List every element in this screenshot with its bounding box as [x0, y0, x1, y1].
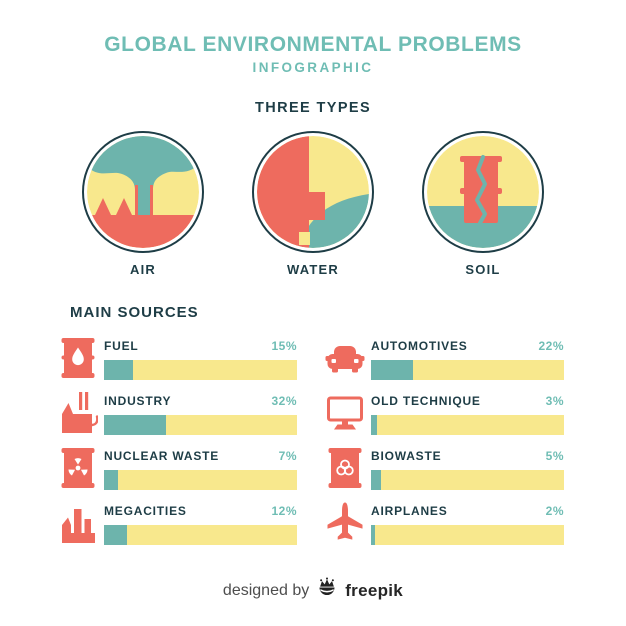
progress-fill [371, 470, 381, 490]
source-percent: 15% [271, 339, 297, 353]
source-label: MEGACITIES [104, 504, 187, 518]
source-percent: 5% [545, 449, 564, 463]
source-label: AUTOMOTIVES [371, 339, 468, 353]
biohazard-barrel-icon [325, 445, 365, 491]
progress-track [104, 525, 297, 545]
source-row-biowaste: BIOWASTE 5% [325, 445, 564, 500]
monitor-icon [325, 390, 365, 436]
progress-fill [104, 470, 118, 490]
sources-grid: FUEL 15% [0, 335, 626, 555]
source-row-nuclear-waste: NUCLEAR WASTE 7% [58, 445, 297, 500]
water-circle [252, 131, 374, 253]
city-buildings-icon [58, 500, 98, 546]
progress-track [104, 415, 297, 435]
progress-fill [104, 415, 166, 435]
main-sources-section: MAIN SOURCES FUEL 15% [0, 304, 626, 555]
factory-smoke-illustration [87, 136, 199, 248]
header: GLOBAL ENVIRONMENTAL PROBLEMS INFOGRAPHI… [0, 0, 626, 75]
source-label: BIOWASTE [371, 449, 442, 463]
progress-track [371, 415, 564, 435]
progress-track [371, 360, 564, 380]
source-percent: 2% [545, 504, 564, 518]
source-row-industry: INDUSTRY 32% [58, 390, 297, 445]
footer-credit: designed by freepik [0, 577, 626, 604]
progress-fill [371, 360, 414, 380]
factory-icon [58, 390, 98, 436]
progress-fill [371, 525, 375, 545]
progress-fill [104, 525, 128, 545]
source-percent: 32% [271, 394, 297, 408]
air-label: AIR [130, 262, 156, 277]
progress-fill [371, 415, 377, 435]
source-percent: 22% [538, 339, 564, 353]
freepik-brand-text: freepik [345, 580, 404, 600]
source-label: OLD TECHNIQUE [371, 394, 481, 408]
air-circle [82, 131, 204, 253]
progress-track [104, 360, 297, 380]
pipe-discharge-illustration [257, 136, 369, 248]
type-air: AIR [81, 131, 205, 277]
progress-track [104, 470, 297, 490]
airplane-icon [325, 500, 365, 546]
source-row-automotives: AUTOMOTIVES 22% [325, 335, 564, 390]
main-sources-heading: MAIN SOURCES [70, 304, 199, 321]
source-label: FUEL [104, 339, 139, 353]
source-percent: 12% [271, 504, 297, 518]
source-label: INDUSTRY [104, 394, 172, 408]
source-row-fuel: FUEL 15% [58, 335, 297, 390]
soil-label: SOIL [465, 262, 501, 277]
source-percent: 3% [545, 394, 564, 408]
designed-by-text: designed by [222, 581, 310, 599]
source-row-old-technique: OLD TECHNIQUE 3% [325, 390, 564, 445]
soil-circle [422, 131, 544, 253]
progress-track [371, 470, 564, 490]
source-row-megacities: MEGACITIES 12% [58, 500, 297, 555]
type-water: WATER [251, 131, 375, 277]
source-percent: 7% [278, 449, 297, 463]
page-title: GLOBAL ENVIRONMENTAL PROBLEMS [104, 33, 522, 56]
leaking-barrel-illustration [427, 136, 539, 248]
page-subtitle: INFOGRAPHIC [252, 60, 374, 75]
three-types-heading: THREE TYPES [254, 100, 372, 116]
water-label: WATER [287, 262, 339, 277]
freepik-crown-logo [316, 577, 338, 604]
type-circles: AIR WATER [0, 131, 626, 277]
progress-fill [104, 360, 133, 380]
source-label: NUCLEAR WASTE [104, 449, 220, 463]
type-soil: SOIL [421, 131, 545, 277]
source-label: AIRPLANES [371, 504, 448, 518]
progress-track [371, 525, 564, 545]
source-row-airplanes: AIRPLANES 2% [325, 500, 564, 555]
oil-barrel-icon [58, 335, 98, 381]
car-icon [325, 335, 365, 381]
radioactive-barrel-icon [58, 445, 98, 491]
